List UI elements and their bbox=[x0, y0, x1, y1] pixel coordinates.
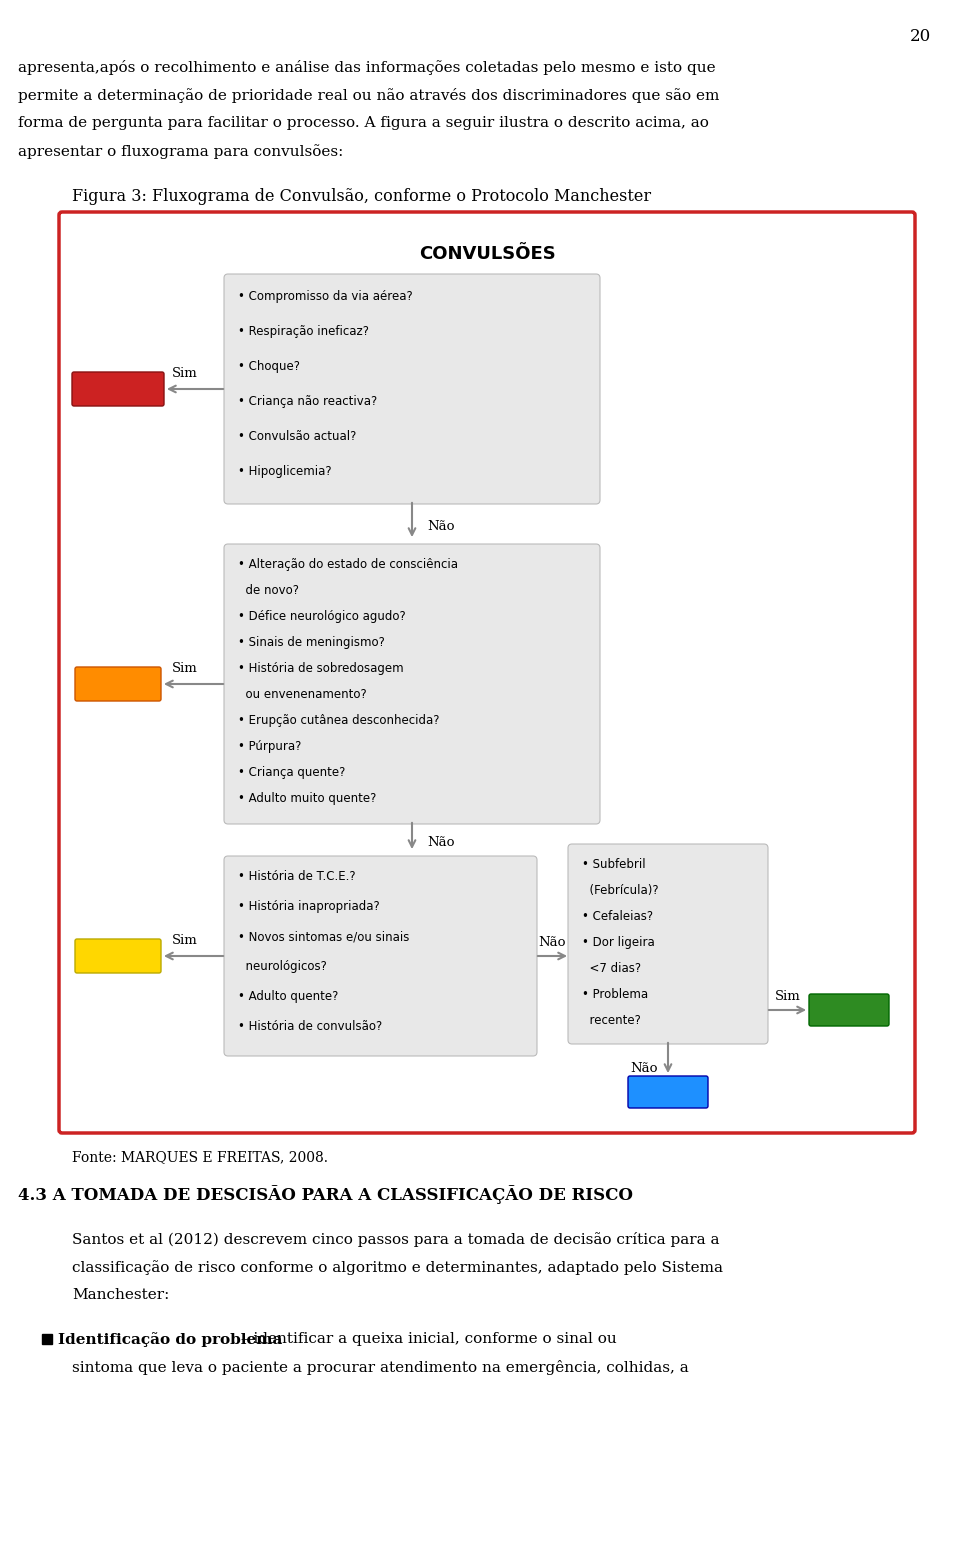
Text: de novo?: de novo? bbox=[238, 585, 299, 597]
Text: ou envenenamento?: ou envenenamento? bbox=[238, 689, 367, 701]
Text: • Problema: • Problema bbox=[582, 988, 648, 1000]
Text: classificação de risco conforme o algoritmo e determinantes, adaptado pelo Siste: classificação de risco conforme o algori… bbox=[72, 1259, 723, 1275]
FancyBboxPatch shape bbox=[72, 372, 164, 406]
Text: Sim: Sim bbox=[172, 934, 198, 948]
Text: • Alteração do estado de consciência: • Alteração do estado de consciência bbox=[238, 558, 458, 571]
Text: Identificação do problema: Identificação do problema bbox=[58, 1332, 282, 1346]
Text: CONVULSÕES: CONVULSÕES bbox=[419, 245, 556, 264]
FancyBboxPatch shape bbox=[224, 544, 600, 824]
Text: • Respiração ineficaz?: • Respiração ineficaz? bbox=[238, 326, 369, 338]
Text: • Défice neurológico agudo?: • Défice neurológico agudo? bbox=[238, 610, 406, 624]
FancyBboxPatch shape bbox=[224, 275, 600, 504]
Text: Fonte: MARQUES E FREITAS, 2008.: Fonte: MARQUES E FREITAS, 2008. bbox=[72, 1149, 328, 1163]
Text: • Compromisso da via aérea?: • Compromisso da via aérea? bbox=[238, 290, 413, 302]
Text: • História de T.C.E.?: • História de T.C.E.? bbox=[238, 870, 355, 883]
FancyBboxPatch shape bbox=[59, 212, 915, 1132]
Text: VERMELHO: VERMELHO bbox=[85, 385, 151, 394]
Text: • Adulto muito quente?: • Adulto muito quente? bbox=[238, 793, 376, 805]
Text: • História de convulsão?: • História de convulsão? bbox=[238, 1021, 382, 1033]
Text: • Erupção cutânea desconhecida?: • Erupção cutânea desconhecida? bbox=[238, 713, 440, 727]
Text: Sim: Sim bbox=[172, 662, 198, 675]
Text: – identificar a queixa inicial, conforme o sinal ou: – identificar a queixa inicial, conforme… bbox=[236, 1332, 616, 1346]
Bar bbox=[42, 1334, 52, 1345]
Text: (Febrícula)?: (Febrícula)? bbox=[582, 884, 659, 896]
Text: • História de sobredosagem: • História de sobredosagem bbox=[238, 662, 403, 675]
Text: Manchester:: Manchester: bbox=[72, 1287, 169, 1301]
Text: Não: Não bbox=[427, 836, 454, 848]
Text: Sim: Sim bbox=[172, 368, 198, 380]
Text: • Novos sintomas e/ou sinais: • Novos sintomas e/ou sinais bbox=[238, 931, 409, 943]
Text: Não: Não bbox=[539, 935, 566, 949]
Text: 4.3 A TOMADA DE DESCISÃO PARA A CLASSIFICAÇÃO DE RISCO: 4.3 A TOMADA DE DESCISÃO PARA A CLASSIFI… bbox=[18, 1185, 633, 1204]
Text: • Choque?: • Choque? bbox=[238, 360, 300, 372]
Text: • Criança não reactiva?: • Criança não reactiva? bbox=[238, 396, 377, 408]
Text: permite a determinação de prioridade real ou não através dos discriminadores que: permite a determinação de prioridade rea… bbox=[18, 88, 719, 102]
Text: LARANJA: LARANJA bbox=[92, 679, 144, 689]
FancyBboxPatch shape bbox=[75, 667, 161, 701]
Text: Não: Não bbox=[427, 520, 454, 534]
Text: • Convulsão actual?: • Convulsão actual? bbox=[238, 430, 356, 444]
FancyBboxPatch shape bbox=[75, 938, 161, 972]
Text: • Púrpura?: • Púrpura? bbox=[238, 740, 301, 752]
Text: 20: 20 bbox=[909, 28, 930, 45]
Text: • Hipoglicemia?: • Hipoglicemia? bbox=[238, 465, 331, 478]
Text: • Subfebril: • Subfebril bbox=[582, 858, 646, 872]
Text: • Cefaleias?: • Cefaleias? bbox=[582, 910, 653, 923]
Text: • Sinais de meningismo?: • Sinais de meningismo? bbox=[238, 636, 385, 648]
Text: apresentar o fluxograma para convulsões:: apresentar o fluxograma para convulsões: bbox=[18, 144, 344, 158]
Text: Sim: Sim bbox=[775, 990, 801, 1003]
Text: • Dor ligeira: • Dor ligeira bbox=[582, 935, 655, 949]
FancyBboxPatch shape bbox=[809, 994, 889, 1027]
Text: VERDE: VERDE bbox=[828, 1005, 870, 1014]
Text: AMARELO: AMARELO bbox=[89, 951, 146, 962]
Text: apresenta,após o recolhimento e análise das informações coletadas pelo mesmo e i: apresenta,após o recolhimento e análise … bbox=[18, 60, 715, 74]
Text: forma de pergunta para facilitar o processo. A figura a seguir ilustra o descrit: forma de pergunta para facilitar o proce… bbox=[18, 116, 708, 130]
Text: Figura 3: Fluxograma de Convulsão, conforme o Protocolo Manchester: Figura 3: Fluxograma de Convulsão, confo… bbox=[72, 188, 651, 205]
Text: AZUL: AZUL bbox=[652, 1087, 684, 1097]
Text: Não: Não bbox=[630, 1062, 658, 1075]
Text: • Adulto quente?: • Adulto quente? bbox=[238, 990, 338, 1003]
Text: <7 dias?: <7 dias? bbox=[582, 962, 641, 976]
Text: • Criança quente?: • Criança quente? bbox=[238, 766, 346, 779]
FancyBboxPatch shape bbox=[628, 1076, 708, 1107]
FancyBboxPatch shape bbox=[224, 856, 537, 1056]
Text: sintoma que leva o paciente a procurar atendimento na emergência, colhidas, a: sintoma que leva o paciente a procurar a… bbox=[72, 1360, 688, 1376]
Text: recente?: recente? bbox=[582, 1014, 641, 1027]
FancyBboxPatch shape bbox=[568, 844, 768, 1044]
Text: neurológicos?: neurológicos? bbox=[238, 960, 326, 972]
Text: • História inapropriada?: • História inapropriada? bbox=[238, 900, 380, 914]
Text: Santos et al (2012) descrevem cinco passos para a tomada de decisão crítica para: Santos et al (2012) descrevem cinco pass… bbox=[72, 1231, 719, 1247]
